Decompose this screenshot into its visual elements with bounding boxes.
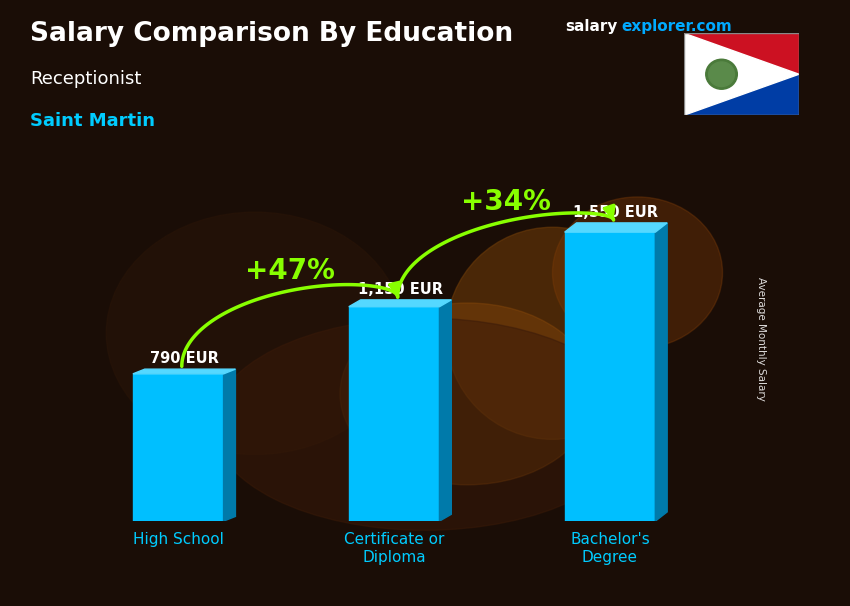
Text: 1,550 EUR: 1,550 EUR bbox=[574, 205, 659, 219]
Polygon shape bbox=[684, 33, 799, 115]
Text: +47%: +47% bbox=[245, 257, 335, 285]
Text: explorer.com: explorer.com bbox=[621, 19, 732, 35]
Bar bbox=[348, 307, 439, 521]
Text: Salary Comparison By Education: Salary Comparison By Education bbox=[30, 21, 513, 47]
Ellipse shape bbox=[340, 303, 595, 485]
Text: 1,150 EUR: 1,150 EUR bbox=[358, 282, 443, 296]
Bar bbox=[564, 232, 655, 521]
Circle shape bbox=[709, 62, 734, 87]
Ellipse shape bbox=[446, 227, 659, 439]
Text: +34%: +34% bbox=[461, 188, 551, 216]
Polygon shape bbox=[224, 369, 235, 521]
Ellipse shape bbox=[212, 318, 638, 530]
Polygon shape bbox=[684, 74, 799, 115]
Text: Saint Martin: Saint Martin bbox=[30, 112, 155, 130]
Polygon shape bbox=[564, 223, 667, 232]
Polygon shape bbox=[684, 33, 799, 74]
Bar bbox=[133, 374, 224, 521]
Text: 790 EUR: 790 EUR bbox=[150, 351, 218, 366]
Polygon shape bbox=[655, 223, 667, 521]
Text: Average Monthly Salary: Average Monthly Salary bbox=[756, 278, 766, 401]
Circle shape bbox=[706, 59, 737, 89]
Text: salary: salary bbox=[565, 19, 618, 35]
Polygon shape bbox=[439, 300, 451, 521]
Polygon shape bbox=[133, 369, 235, 374]
Polygon shape bbox=[348, 300, 451, 307]
Ellipse shape bbox=[552, 197, 722, 348]
Text: Receptionist: Receptionist bbox=[30, 70, 141, 88]
Ellipse shape bbox=[106, 212, 404, 454]
